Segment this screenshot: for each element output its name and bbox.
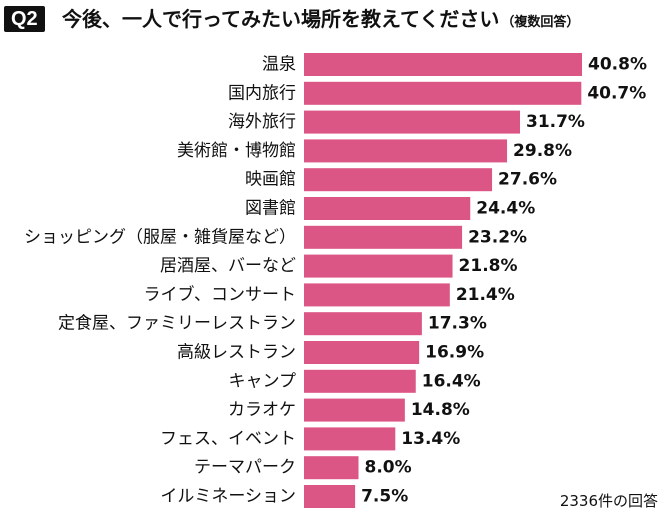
- category-label-1: 温泉: [262, 55, 296, 75]
- chart-title-text: 今後、一人で行ってみたい場所を教えてください: [62, 7, 500, 31]
- value-label-8: 21.8%: [459, 256, 518, 276]
- bar-5: [304, 168, 493, 192]
- bar-13: [304, 398, 405, 422]
- bar-8: [304, 254, 453, 278]
- bar-12: [304, 369, 416, 393]
- category-label-2: 国内旅行: [228, 83, 296, 103]
- bar-11: [304, 341, 420, 364]
- bar-3: [304, 110, 520, 134]
- category-label-4: 美術館・博物館: [177, 141, 296, 161]
- value-label-15: 8.0%: [365, 458, 412, 478]
- category-label-7: ショッピング（服屋・雑貨屋など）: [24, 227, 296, 247]
- category-label-3: 海外旅行: [228, 112, 296, 132]
- chart-subtitle: （複数回答）: [501, 15, 580, 30]
- value-label-3: 31.7%: [526, 112, 585, 132]
- value-label-7: 23.2%: [468, 227, 527, 247]
- value-label-14: 13.4%: [401, 429, 460, 449]
- bar-6: [304, 197, 471, 220]
- value-label-5: 27.6%: [498, 170, 557, 190]
- bar-7: [304, 225, 463, 249]
- category-label-8: 居酒屋、バーなど: [160, 256, 296, 276]
- value-label-10: 17.3%: [428, 314, 487, 334]
- response-count: 2336件の回答: [559, 492, 658, 510]
- value-label-11: 16.9%: [425, 343, 484, 363]
- bar-1: [304, 53, 582, 76]
- bar-2: [304, 81, 582, 105]
- chart-title: 今後、一人で行ってみたい場所を教えてください （複数回答）: [62, 4, 579, 38]
- value-label-4: 29.8%: [513, 141, 572, 161]
- chart-header: Q2 今後、一人で行ってみたい場所を教えてください （複数回答）: [0, 0, 670, 40]
- value-label-13: 14.8%: [411, 400, 470, 420]
- bar-10: [304, 312, 422, 336]
- category-label-16: イルミネーション: [160, 487, 296, 507]
- category-label-11: 高級レストラン: [177, 343, 296, 363]
- question-badge: Q2: [4, 6, 45, 32]
- bar-16: [304, 485, 356, 508]
- category-label-10: 定食屋、ファミリーレストラン: [58, 314, 296, 334]
- value-label-6: 24.4%: [476, 199, 535, 219]
- category-label-5: 映画館: [245, 170, 296, 190]
- category-label-13: カラオケ: [228, 400, 296, 420]
- value-label-12: 16.4%: [422, 371, 481, 391]
- value-label-16: 7.5%: [361, 487, 408, 507]
- bar-14: [304, 427, 396, 451]
- category-label-14: フェス、イベント: [160, 429, 296, 449]
- value-label-1: 40.8%: [588, 55, 647, 75]
- category-label-12: キャンプ: [229, 371, 297, 391]
- category-label-6: 図書館: [245, 199, 296, 219]
- value-label-2: 40.7%: [587, 83, 646, 103]
- category-label-15: テーマパーク: [194, 458, 296, 478]
- category-label-9: ライブ、コンサート: [144, 284, 297, 305]
- bar-9: [304, 283, 450, 307]
- bar-15: [304, 456, 359, 480]
- value-label-9: 21.4%: [456, 285, 515, 305]
- bar-4: [304, 139, 508, 163]
